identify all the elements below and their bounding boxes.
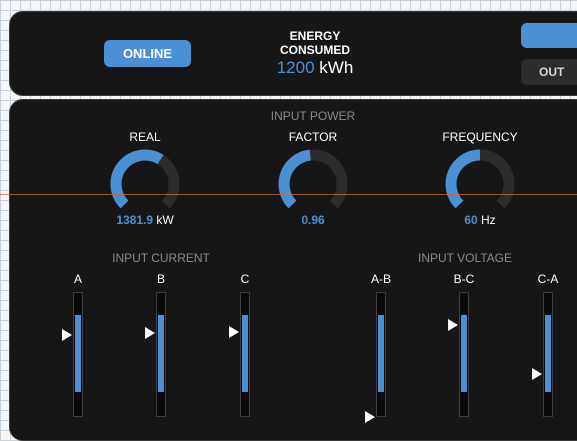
input_current-bar-track: [73, 292, 83, 417]
gauge-value-real: 1381.9 kW: [85, 213, 205, 227]
input_voltage-bar-track: [376, 292, 386, 417]
energy-unit: kWh: [319, 58, 354, 77]
input_current-bar-marker[interactable]: [145, 327, 155, 339]
energy-number: 1200: [276, 58, 315, 77]
input_current-bar-label: B: [156, 272, 165, 286]
bar-bottom-band: [461, 391, 467, 416]
frequency-number: 60: [464, 213, 478, 227]
online-button[interactable]: ONLINE: [104, 40, 191, 67]
input_voltage-bar-label: A-B: [370, 272, 391, 286]
input_voltage-bar-label: C-A: [537, 272, 559, 286]
bar-bottom-band: [378, 391, 384, 416]
input_voltage-bar-fill: [378, 315, 384, 392]
input-power-title: INPUT POWER: [270, 109, 356, 123]
input_current-bar-fill: [75, 315, 81, 392]
input_voltage-bar-fill: [461, 315, 467, 392]
bar-bottom-band: [158, 391, 164, 416]
bar-bottom-band: [242, 391, 248, 416]
energy-consumed-value: 1200 kWh: [255, 58, 375, 78]
gauge-value-factor: 0.96: [253, 213, 373, 227]
input-current-title: INPUT CURRENT: [112, 251, 210, 265]
input_current-bar-label: A: [73, 272, 82, 286]
input_voltage-bar-track: [543, 292, 553, 417]
real-power-gauge: [110, 149, 180, 209]
power-factor-number: 0.96: [301, 213, 325, 227]
input_voltage-bar-track: [459, 292, 469, 417]
gauge-value-frequency: 60 Hz: [420, 213, 540, 227]
input_current-bar-label: C: [240, 272, 250, 286]
horizontal-guide-line: [0, 194, 577, 195]
input_voltage-bar-marker[interactable]: [365, 411, 375, 423]
input_voltage-bar-fill: [545, 315, 551, 392]
gauge-label-factor: FACTOR: [288, 130, 338, 144]
frequency-gauge: [445, 149, 515, 209]
bar-bottom-band: [75, 391, 81, 416]
real-power-unit: kW: [156, 213, 174, 227]
energy-title-line2: CONSUMED: [279, 43, 350, 57]
input_current-bar-marker[interactable]: [229, 326, 239, 338]
gauge-label-real: REAL: [129, 130, 161, 144]
input_current-bar-fill: [158, 315, 164, 392]
input_current-bar-track: [156, 292, 166, 417]
gauge-fill: [445, 149, 481, 209]
status-panel: [9, 11, 577, 96]
gauge-label-frequency: FREQUENCY: [442, 130, 518, 144]
input_voltage-bar-label: B-C: [453, 272, 475, 286]
bar-bottom-band: [545, 391, 551, 416]
input_voltage-bar-marker[interactable]: [532, 368, 542, 380]
input_current-bar-track: [240, 292, 250, 417]
gauge-fill: [278, 149, 312, 209]
real-power-number: 1381.9: [116, 213, 154, 227]
energy-title-line1: ENERGY: [289, 29, 341, 43]
input_voltage-bar-marker[interactable]: [448, 319, 458, 331]
power-factor-gauge: [278, 149, 348, 209]
input_current-bar-marker[interactable]: [62, 329, 72, 341]
top-right-button[interactable]: [521, 23, 577, 48]
frequency-unit: Hz: [481, 213, 496, 227]
input_current-bar-fill: [242, 315, 248, 392]
output-button[interactable]: OUT: [521, 59, 577, 85]
input-voltage-title: INPUT VOLTAGE: [417, 251, 513, 265]
gauge-fill: [110, 149, 164, 209]
